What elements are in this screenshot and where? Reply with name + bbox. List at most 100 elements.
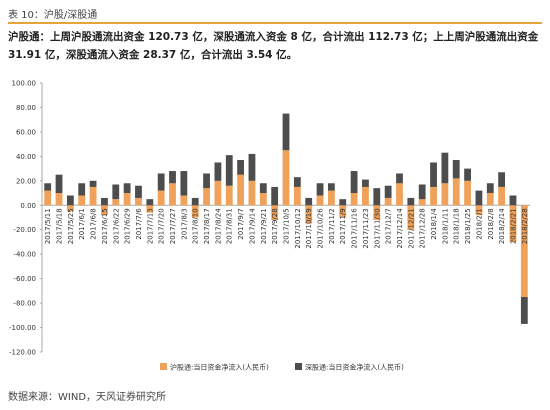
chart: 100.00 80.00 60.00 40.00 20.00 0.00 -20.00 -40.… (9, 80, 530, 372)
x-tick-label: 2018/1/18 (453, 208, 461, 244)
x-tick-label: 2017/8/31 (226, 208, 234, 244)
bar-segment (293, 177, 301, 187)
bar-segment (464, 168, 471, 181)
x-tick-label: 2017/7/27 (169, 208, 177, 244)
source-note: 数据来源：WIND，天风证券研究所 (8, 392, 167, 403)
x-tick-label: 2017/8/10 (192, 208, 200, 244)
x-tick-label: 2017/12/28 (419, 208, 427, 248)
bar-segment (430, 186, 437, 206)
y-tick-label: -100.00 (9, 324, 36, 332)
header-rule (8, 22, 542, 24)
x-tick-label: 2018/1/11 (441, 208, 449, 244)
bar-segment (509, 205, 517, 242)
x-tick-label: 2017/12/7 (385, 208, 393, 244)
legend-swatch (160, 363, 167, 370)
bar-segment (475, 205, 483, 216)
bar-segment (112, 184, 120, 200)
x-tick-label: 2017/8/24 (214, 208, 222, 244)
x-tick-label: 2017/11/23 (362, 208, 370, 248)
bar-segment (498, 172, 506, 187)
bar-segment (146, 199, 154, 206)
x-tick-label: 2017/11/16 (351, 208, 359, 249)
x-tick-label: 2017/9/21 (260, 208, 268, 244)
bar-segment (237, 160, 245, 175)
bar-segment (396, 173, 403, 184)
bar-segment (78, 183, 86, 196)
y-tick-label: -60.00 (13, 275, 36, 283)
bar-segment (44, 183, 52, 191)
bar-segment (44, 190, 52, 206)
bar-segment (316, 183, 324, 196)
bar-segment (180, 171, 188, 196)
bar-segment (316, 195, 324, 206)
y-tick-label: -120.00 (9, 349, 36, 357)
summary-text: 沪股通：上周沪股通流出资金 120.73 亿，深股通流入资金 8 亿，合计流出 … (8, 31, 539, 61)
bar-segment (135, 197, 142, 206)
bar-segment (169, 183, 176, 206)
x-tick-label: 2018/2/8 (487, 208, 495, 239)
bar-segment (441, 183, 449, 206)
bar-segment (305, 197, 313, 206)
x-tick-label: 2017/7/6 (135, 208, 143, 240)
bar-segment (362, 186, 369, 206)
bar-segment (418, 184, 426, 200)
bar-segment (520, 205, 528, 297)
x-tick-label: 2018/2/28 (521, 208, 529, 244)
x-tick-label: 2017/11/30 (373, 208, 381, 248)
bar-segment (259, 193, 267, 206)
x-tick-label: 2017/12/14 (396, 208, 404, 249)
legend-swatch (295, 363, 302, 370)
bar-segment (384, 185, 392, 198)
x-tick-label: 2017/5/25 (67, 208, 75, 244)
x-tick-label: 2017/11/2 (328, 208, 336, 244)
bar-segment (157, 173, 165, 191)
bar-segment (55, 174, 63, 194)
bar-segment (89, 186, 97, 206)
x-tick-label: 2018/1/25 (464, 208, 472, 244)
x-tick-label: 2017/10/12 (294, 208, 302, 248)
bar-segment (135, 185, 142, 198)
bar-segment (248, 153, 256, 181)
bar-segment (157, 190, 165, 206)
legend-label: 沪股通:当日资金净流入(人民币) (170, 363, 269, 372)
x-tick-label: 2017/9/14 (248, 208, 256, 244)
x-tick-label: 2017/6/22 (112, 208, 120, 244)
x-tick-label: 2017/9/7 (237, 208, 245, 239)
y-tick-label: 80.00 (16, 104, 36, 112)
y-tick-label: -20.00 (13, 226, 36, 234)
x-tick-label: 2017/10/5 (283, 208, 291, 244)
bar-segment (441, 152, 449, 184)
bar-segment (78, 195, 86, 206)
x-tick-label: 2017/7/20 (158, 208, 166, 244)
x-tick-label: 2017/7/13 (146, 208, 154, 244)
x-tick-label: 2018/2/21 (509, 208, 517, 244)
bar-segment (452, 178, 460, 206)
bar-segment (362, 179, 369, 187)
bar-segment (248, 180, 256, 206)
x-tick-label: 2017/12/21 (407, 208, 415, 248)
bar-segment (384, 197, 392, 206)
bar-segment (191, 197, 199, 206)
bar-segment (259, 183, 267, 194)
bar-segment (305, 205, 313, 224)
header-title: 表 10：沪股/深股通 (8, 10, 98, 21)
x-tick-label: 2017/5/11 (44, 208, 52, 244)
bar-segment (282, 150, 290, 206)
bar-segment (350, 171, 358, 194)
bar-segment (486, 183, 494, 194)
bar-segment (339, 199, 347, 206)
bar-segment (123, 193, 131, 206)
bar-segment (146, 205, 154, 213)
bar-segment (203, 173, 210, 189)
bar-segment (66, 205, 74, 212)
bar-segment (203, 188, 210, 206)
bar-segment (191, 205, 199, 218)
bar-segment (89, 180, 97, 187)
bar-segment (498, 186, 506, 206)
bar-segment (101, 205, 108, 216)
y-tick-label: 0.00 (20, 202, 36, 210)
y-tick-label: 60.00 (16, 128, 36, 136)
x-tick-label: 2017/11/9 (339, 208, 347, 244)
bar-segment (66, 195, 74, 206)
bar-segment (271, 205, 279, 220)
